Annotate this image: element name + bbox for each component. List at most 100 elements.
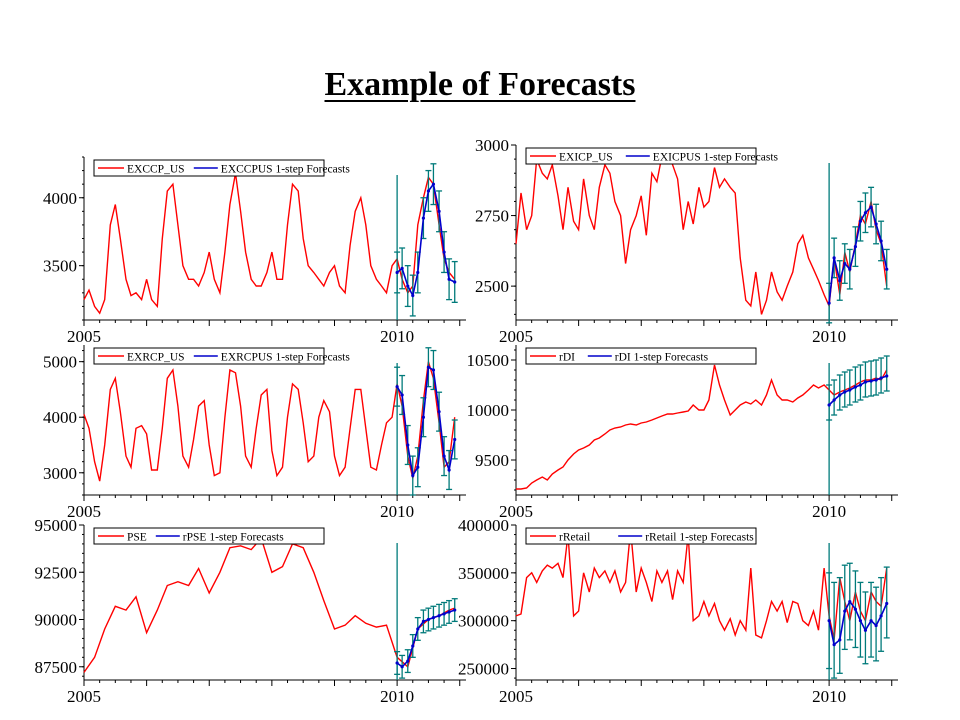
forecast-point: [431, 616, 436, 620]
x-tick-label: 2010: [812, 327, 846, 346]
y-tick-label: 4000: [43, 189, 77, 208]
forecast-point: [416, 627, 420, 631]
forecast-point: [827, 403, 831, 407]
legend-forecast-label: EXRCPUS 1-step Forecasts: [221, 352, 351, 364]
chart-panel-5: 87500 90000 92500 95000 2005 2010 PSE rPSE 1-st…: [35, 516, 466, 706]
forecast-point: [832, 398, 836, 402]
legend-actual-label: rDI: [559, 352, 575, 364]
chart-panel-6: 250000 300000 350000 400000 2005 2010 rRetail r…: [458, 516, 898, 706]
x-tick-label: 2010: [380, 502, 414, 521]
forecast-point: [411, 644, 415, 648]
forecast-point: [453, 280, 457, 284]
forecast-point: [426, 617, 431, 622]
forecast-point: [416, 465, 420, 469]
forecast-point: [848, 267, 852, 271]
page-title: Example of Forecasts: [0, 66, 960, 104]
forecast-point: [437, 410, 441, 414]
forecast-point: [395, 661, 399, 665]
forecast-point: [879, 239, 883, 243]
legend-actual-label: EXICP_US: [559, 152, 613, 164]
legend-forecast-label: rDI 1-step Forecasts: [615, 352, 709, 364]
forecast-point: [879, 376, 883, 380]
forecast-point: [426, 189, 431, 193]
x-tick-label: 2005: [67, 502, 101, 521]
forecast-point: [421, 415, 426, 419]
forecast-point: [843, 609, 847, 613]
forecast-point: [442, 612, 446, 616]
forecast-point: [858, 219, 863, 223]
forecast-point: [843, 261, 847, 266]
x-tick-label: 2010: [812, 687, 846, 706]
forecast-point: [421, 619, 426, 624]
legend-forecast-label: EXICPUS 1-step Forecasts: [653, 152, 779, 164]
forecast-point: [832, 256, 836, 260]
chart-panel-3: 3000 4000 5000 2005 2010 EXRCP_US EXRCPUS 1-st…: [43, 345, 466, 521]
x-tick-label: 2010: [380, 687, 414, 706]
forecast-point: [869, 379, 873, 383]
y-tick-label: 3000: [475, 136, 509, 155]
forecast-point: [853, 245, 858, 249]
forecast-point: [406, 284, 410, 288]
legend-actual-label: EXCCP_US: [127, 164, 185, 176]
forecast-point: [827, 619, 831, 623]
forecast-point: [832, 642, 836, 647]
y-tick-label: 3000: [43, 464, 77, 483]
forecast-point: [879, 614, 883, 618]
forecast-point: [827, 301, 831, 305]
x-tick-label: 2005: [499, 687, 533, 706]
forecast-point: [447, 468, 451, 472]
forecast-point: [843, 390, 847, 394]
legend-box: [93, 527, 325, 545]
forecast-point: [848, 599, 852, 604]
forecast-point: [395, 270, 399, 275]
y-tick-label: 10500: [467, 351, 510, 370]
y-tick-label: 87500: [35, 658, 78, 677]
legend-box: [525, 347, 757, 365]
legend-actual-label: EXRCP_US: [127, 352, 185, 364]
page-title-text: Example of Forecasts: [324, 66, 636, 103]
y-tick-label: 300000: [458, 612, 509, 631]
x-tick-label: 2005: [67, 687, 101, 706]
forecast-point: [863, 628, 868, 632]
chart-panel-1: 3500 4000 2005 2010 EXCCP_US EXCCPUS 1-step F…: [43, 156, 466, 346]
y-tick-label: 2500: [475, 277, 509, 296]
legend-forecast-label: rRetail 1-step Forecasts: [645, 532, 754, 544]
forecast-point: [858, 619, 863, 623]
x-tick-label: 2010: [380, 327, 414, 346]
forecast-point: [442, 454, 446, 458]
actual-series-line: [83, 173, 456, 315]
y-tick-label: 400000: [458, 516, 509, 535]
forecast-point: [400, 665, 404, 669]
forecast-point: [431, 368, 436, 372]
actual-series-line: [515, 149, 888, 315]
forecast-series-line: [828, 205, 888, 304]
forecast-point: [838, 393, 842, 397]
forecast-point: [431, 182, 436, 186]
y-tick-label: 92500: [35, 563, 78, 582]
y-tick-label: 95000: [35, 516, 78, 535]
forecast-point: [453, 608, 457, 612]
forecast-point: [400, 393, 404, 397]
forecast-point: [406, 659, 410, 663]
y-tick-label: 250000: [458, 660, 509, 679]
forecast-point: [416, 270, 420, 275]
forecast-point: [853, 607, 858, 611]
y-tick-label: 9500: [475, 451, 509, 470]
y-tick-label: 350000: [458, 564, 509, 583]
forecast-point: [885, 267, 889, 271]
x-tick-label: 2010: [812, 502, 846, 521]
forecast-point: [437, 209, 441, 213]
legend-actual-label: PSE: [127, 532, 147, 544]
chart-panel-4: 9500 10000 10500 2005 2010 rDI rDI 1-step Fore…: [467, 345, 898, 521]
forecast-point: [426, 365, 431, 369]
x-tick-label: 2005: [67, 327, 101, 346]
forecast-point: [447, 277, 451, 281]
y-tick-label: 3500: [43, 257, 77, 276]
forecast-series-line: [396, 609, 455, 668]
x-tick-label: 2005: [499, 327, 533, 346]
y-tick-label: 90000: [35, 611, 78, 630]
forecast-point: [863, 211, 868, 215]
legend-forecast-label: EXCCPUS 1-step Forecasts: [221, 164, 351, 176]
forecast-point: [437, 614, 441, 618]
